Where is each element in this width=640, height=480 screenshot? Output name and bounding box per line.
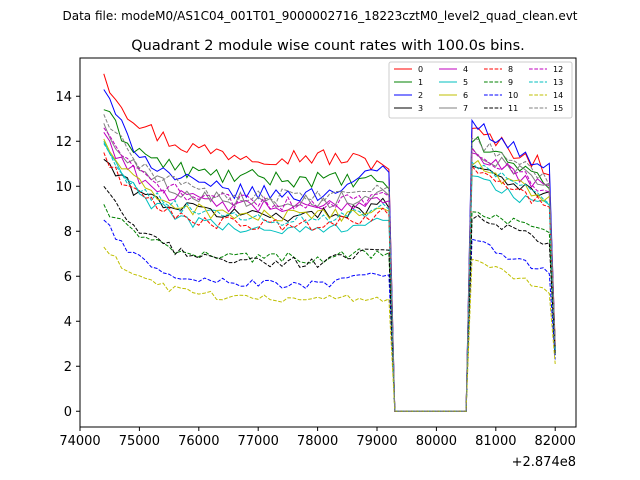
legend-label: 6 [463, 91, 468, 100]
plot-area [79, 57, 577, 428]
legend-label: 13 [553, 78, 563, 87]
series-line-1 [103, 109, 556, 412]
y-tick-label: 12 [55, 135, 72, 150]
series-line-11 [103, 185, 556, 412]
x-tick-label: 80000 [416, 434, 457, 449]
x-tick-label: 78000 [297, 434, 338, 449]
legend-label: 3 [418, 104, 423, 113]
chart-title: Quadrant 2 module wise count rates with … [131, 38, 525, 54]
y-tick-label: 6 [64, 270, 72, 285]
x-tick-label: 81000 [475, 434, 516, 449]
legend-label: 4 [463, 65, 468, 74]
x-tick-label: 77000 [238, 434, 279, 449]
x-tick-label: 76000 [178, 434, 219, 449]
y-tick-label: 14 [55, 90, 72, 105]
legend-label: 7 [463, 104, 468, 113]
y-tick-label: 8 [64, 225, 72, 240]
series-line-10 [103, 219, 556, 412]
legend-label: 12 [553, 65, 563, 74]
series-line-3 [103, 158, 556, 412]
legend-label: 5 [463, 78, 468, 87]
legend-label: 14 [553, 91, 563, 100]
y-tick-label: 10 [55, 180, 72, 195]
legend-label: 10 [508, 91, 518, 100]
axes-frame [79, 57, 577, 428]
x-tick-label: 75000 [119, 434, 160, 449]
legend-label: 9 [508, 78, 513, 87]
legend-label: 2 [418, 91, 423, 100]
legend-label: 11 [508, 104, 518, 113]
legend-box [388, 61, 573, 119]
x-tick-label: 79000 [356, 434, 397, 449]
x-axis: 74000 75000 76000 77000 78000 79000 80000 81000… [59, 427, 576, 449]
y-tick-label: 2 [64, 360, 72, 375]
series-layer [103, 73, 556, 412]
figure-suptitle: Data file: modeM0/AS1C04_001T01_90000027… [62, 9, 577, 23]
series-line-9 [103, 204, 556, 412]
y-tick-label: 0 [64, 405, 72, 420]
series-line-6 [103, 138, 556, 412]
series-line-12 [103, 127, 556, 412]
series-line-5 [103, 141, 556, 412]
series-line-14 [103, 246, 556, 412]
series-line-7 [103, 123, 556, 412]
legend-label: 8 [508, 65, 513, 74]
legend-label: 0 [418, 65, 423, 74]
series-line-13 [103, 143, 556, 412]
x-tick-label: 82000 [535, 434, 576, 449]
series-line-15 [103, 114, 556, 412]
x-axis-offset-label: +2.874e8 [512, 455, 576, 470]
legend-label: 1 [418, 78, 423, 87]
series-line-2 [103, 89, 556, 412]
x-tick-label: 74000 [59, 434, 100, 449]
series-line-8 [103, 152, 556, 412]
y-axis: 0 2 4 6 8 10 12 14 [55, 90, 80, 420]
legend-label: 15 [553, 104, 563, 113]
series-line-0 [103, 73, 556, 412]
y-tick-label: 4 [64, 315, 72, 330]
